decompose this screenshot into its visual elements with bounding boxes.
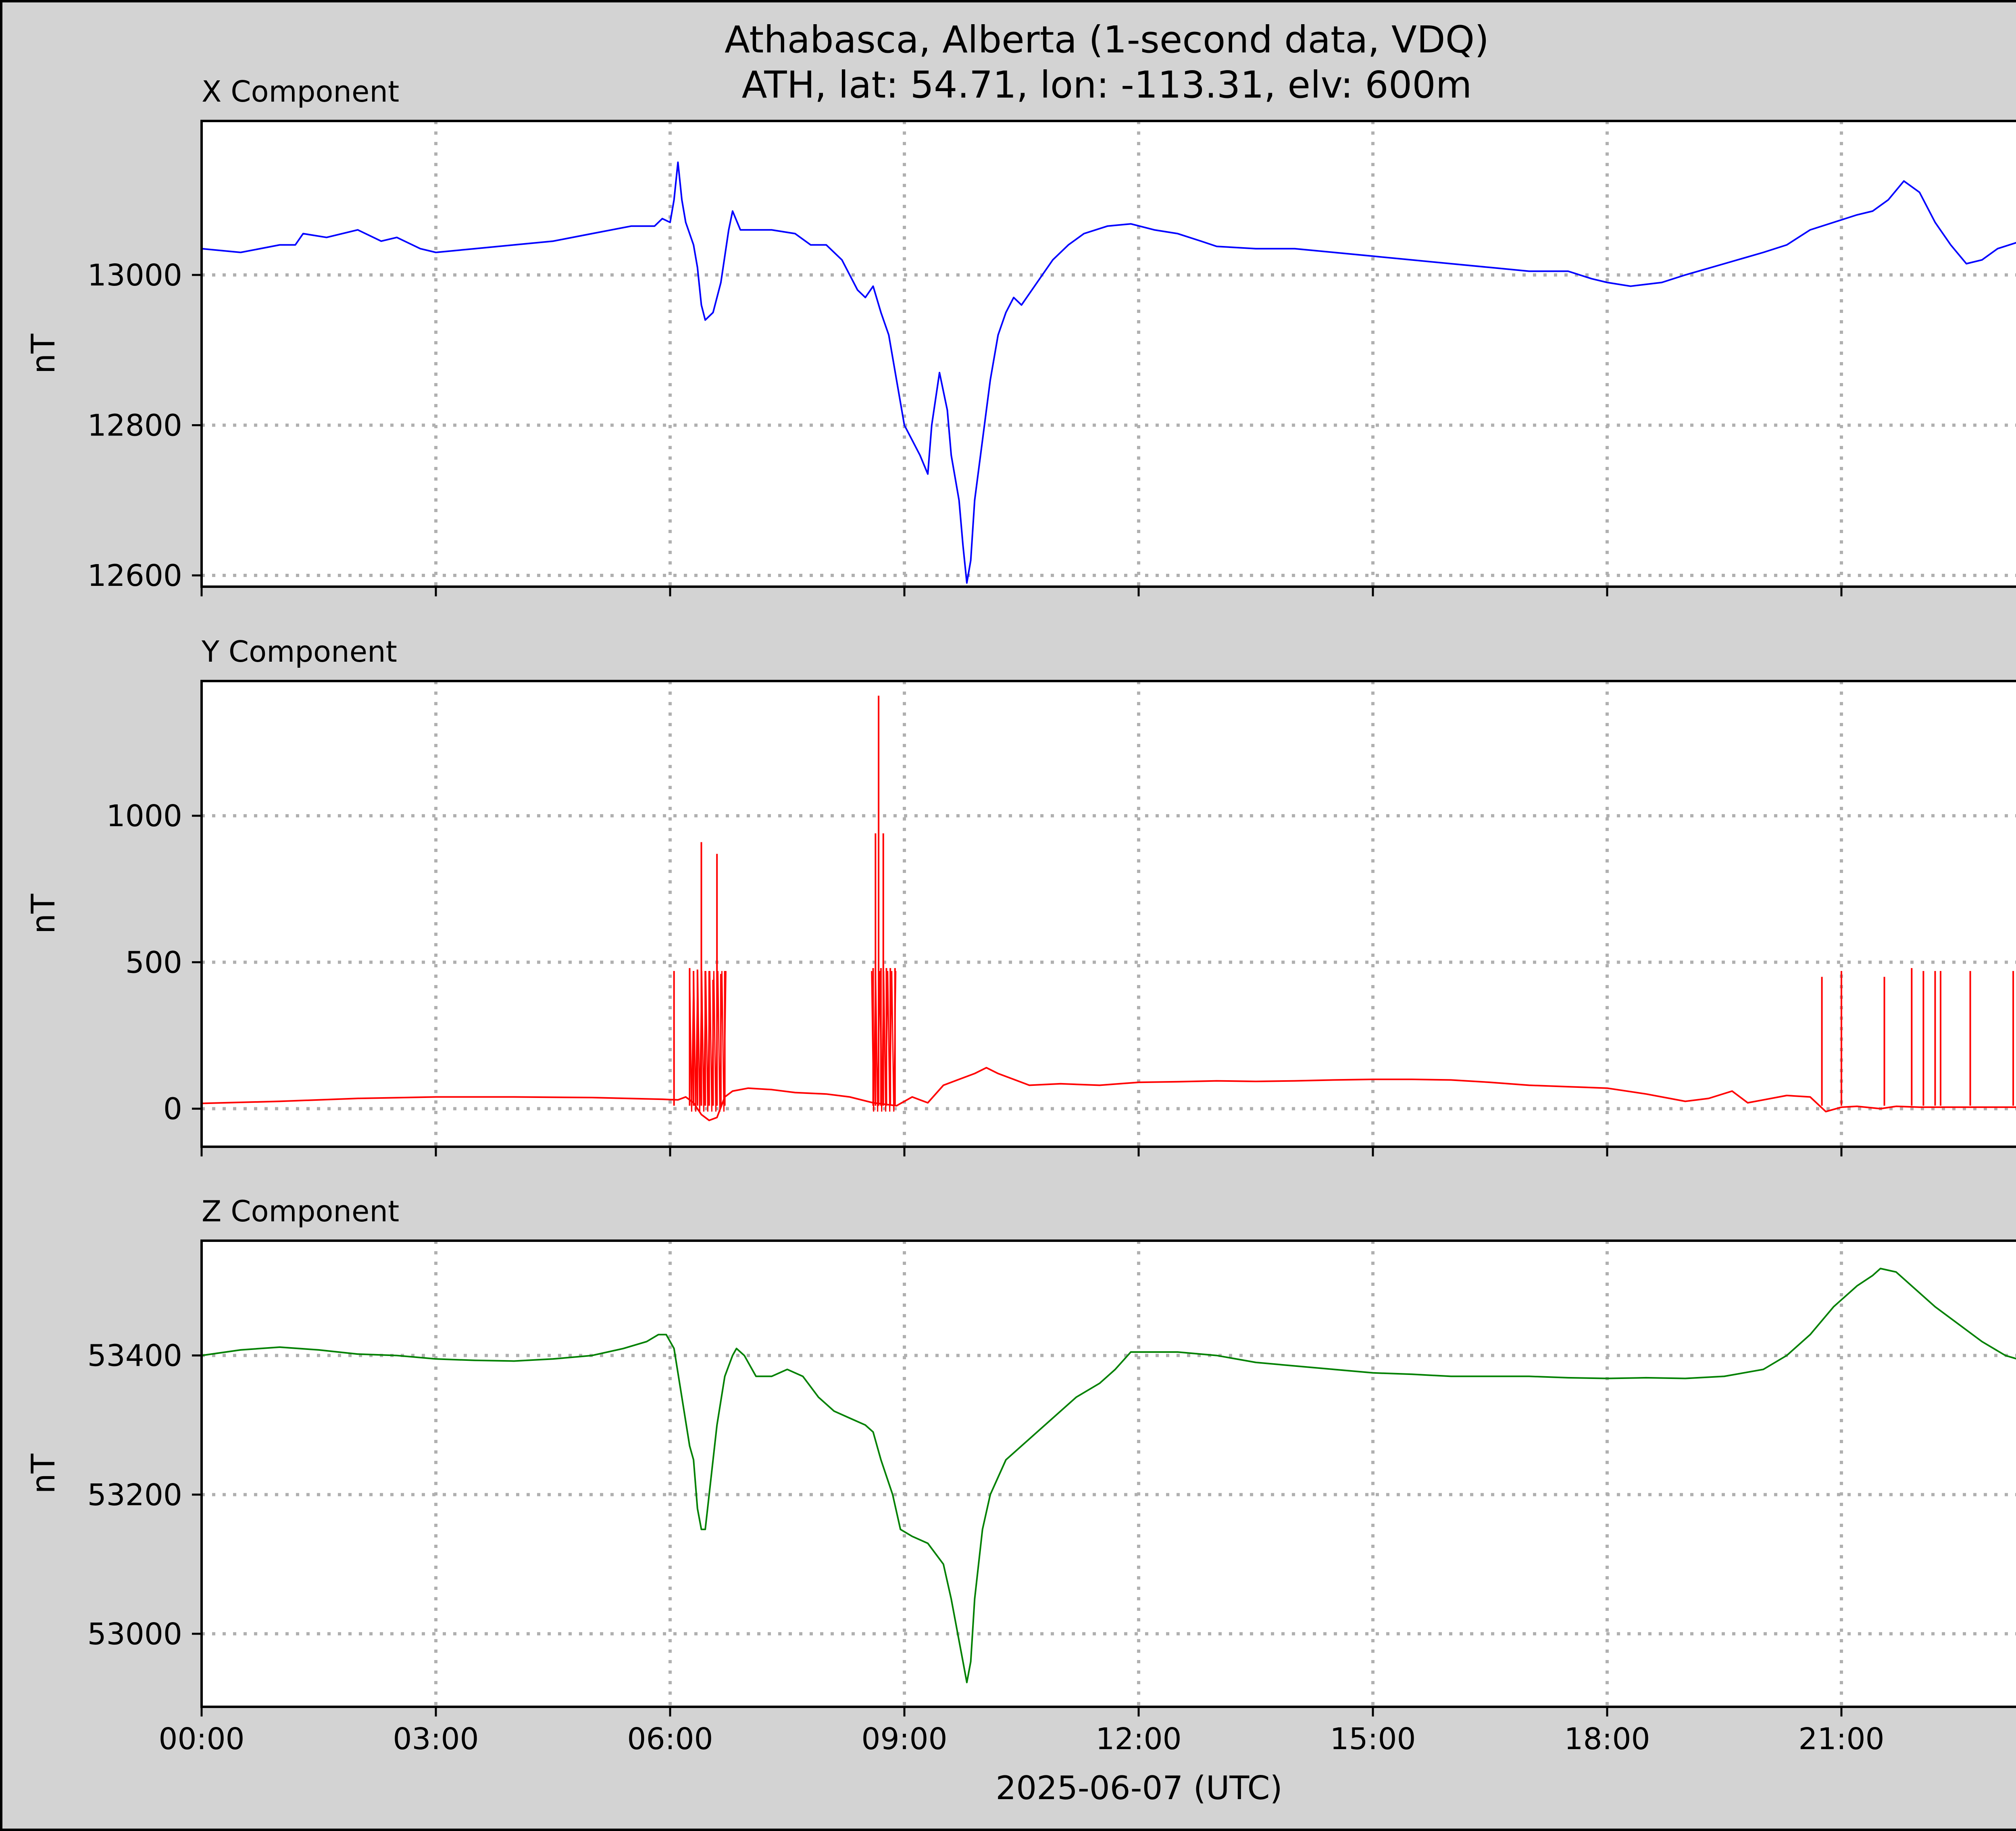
y-tick-label: 12800 [87, 408, 182, 443]
series-line [201, 1067, 2016, 1121]
x-tick-label: 03:00 [393, 1722, 479, 1756]
plot-area [202, 681, 2016, 1147]
y-axis-label: nT [25, 1453, 62, 1494]
x-tick-label: 21:00 [1798, 1722, 1884, 1756]
x-tick-label: 09:00 [861, 1722, 947, 1756]
y-tick-label: 0 [163, 1092, 182, 1127]
y-tick-label: 12600 [87, 558, 182, 593]
x-tick-label: 06:00 [627, 1722, 713, 1756]
plot-area [202, 121, 2016, 587]
panels: 12600 12800 13000 X Component nT 0 500 1000 Y Co… [25, 75, 2016, 1756]
x-tick-label: 00:00 [158, 1722, 244, 1756]
panel-title: Z Component [202, 1194, 399, 1228]
panel-title: X Component [202, 75, 399, 108]
y-tick-label: 53000 [87, 1617, 182, 1652]
x-tick-label: 15:00 [1330, 1722, 1416, 1756]
figure-title-line2: ATH, lat: 54.71, lon: -113.31, elv: 600m [742, 63, 1472, 106]
y-tick-label: 53400 [87, 1339, 182, 1373]
panel-1: 12600 12800 13000 X Component nT [25, 75, 2016, 596]
plot-area [202, 1241, 2016, 1707]
x-axis-label: 2025-06-07 (UTC) [996, 1769, 1282, 1807]
y-tick-label: 53200 [87, 1478, 182, 1512]
panel-title: Y Component [201, 635, 397, 669]
panel-3: 00:00 03:00 06:00 09:00 12:00 15:00 18:00 21:00… [25, 1194, 2016, 1756]
y-tick-label: 13000 [87, 258, 182, 293]
figure-title-line1: Athabasca, Alberta (1-second data, VDQ) [725, 18, 1489, 61]
y-axis-label: nT [25, 333, 62, 374]
y-tick-label: 500 [125, 945, 182, 980]
x-tick-label: 18:00 [1564, 1722, 1650, 1756]
y-axis-label: nT [25, 894, 62, 934]
panel-2: 0 500 1000 Y Component nT [25, 635, 2016, 1156]
series-line [201, 161, 2016, 584]
series-line [201, 1268, 2016, 1683]
y-tick-label: 1000 [106, 799, 182, 833]
x-tick-label: 12:00 [1095, 1722, 1181, 1756]
